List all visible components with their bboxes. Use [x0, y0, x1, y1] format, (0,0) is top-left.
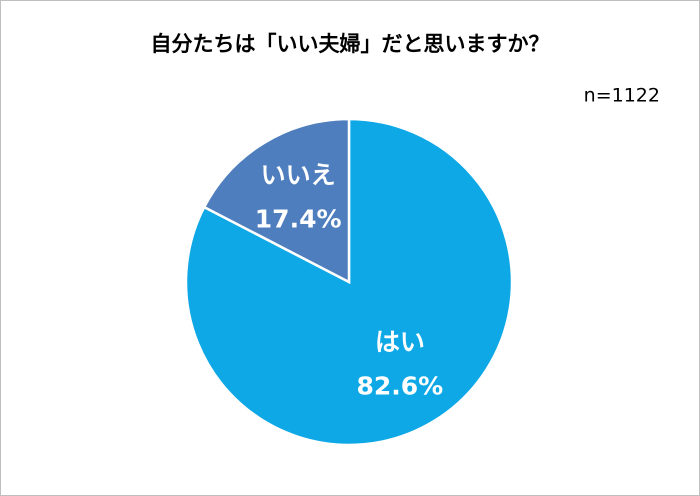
slice-category-label: いいえ	[261, 160, 336, 189]
pie-slice	[202, 117, 351, 285]
sample-note: n=1122	[584, 85, 660, 107]
slice-category-label: はい	[375, 328, 425, 357]
slice-value-label: 82.6%	[356, 372, 443, 401]
chart-title: 自分たちは「いい夫婦」だと思いますか？	[151, 32, 550, 56]
slice-value-label: 17.4%	[255, 204, 342, 233]
